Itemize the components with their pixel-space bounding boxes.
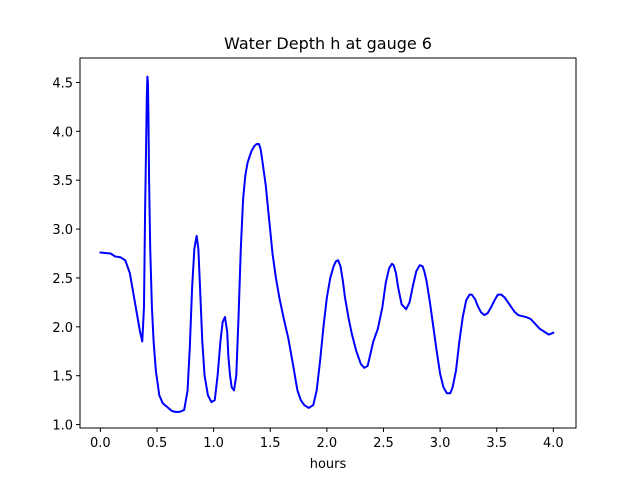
- axes-frame: [79, 57, 577, 429]
- y-tick-label: 3.5: [52, 174, 73, 189]
- x-tick-label: 3.0: [430, 436, 451, 451]
- y-tick-label: 1.5: [52, 370, 73, 385]
- x-tick-label: 3.5: [486, 436, 507, 451]
- x-axis-label: hours: [310, 457, 347, 472]
- x-tick-label: 1.5: [260, 436, 281, 451]
- series-line-0: [99, 75, 555, 413]
- y-tick-label: 4.5: [52, 76, 73, 91]
- plot-area: [79, 57, 577, 429]
- y-tick-label: 1.0: [52, 419, 73, 434]
- x-tick-label: 0.5: [147, 436, 168, 451]
- x-tick-label: 4.0: [543, 436, 564, 451]
- y-tick-label: 3.0: [52, 223, 73, 238]
- x-tick-label: 2.0: [317, 436, 338, 451]
- y-tick-label: 4.0: [52, 125, 73, 140]
- y-tick-label: 2.5: [52, 272, 73, 287]
- x-tick-label: 1.0: [203, 436, 224, 451]
- x-tick-label: 0.0: [90, 436, 111, 451]
- chart-title: Water Depth h at gauge 6: [224, 34, 432, 53]
- y-axis-ticks: 1.0 1.5 2.0 2.5 3.0 3.5 4.0 4.5: [52, 76, 80, 434]
- x-axis-ticks: 0.0 0.5 1.0 1.5 2.0 2.5 3.0 3.5 4.0: [90, 428, 564, 451]
- x-tick-label: 2.5: [373, 436, 394, 451]
- y-tick-label: 2.0: [52, 321, 73, 336]
